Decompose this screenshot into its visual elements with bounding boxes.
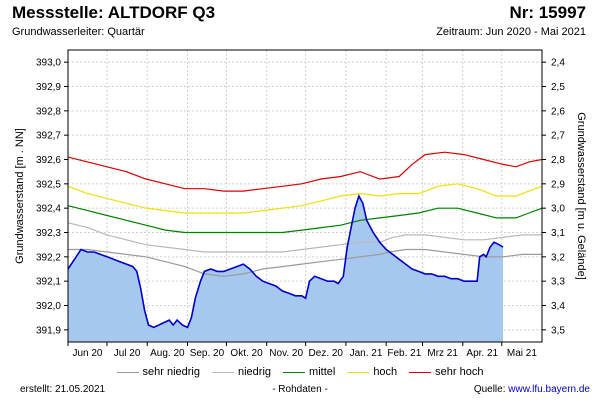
x-tick-label: Jun 20: [72, 348, 102, 359]
x-tick-label: Apr. 21: [466, 348, 498, 359]
series-line-sehr-hoch: [67, 151, 543, 192]
y-tick-label: 392,2: [36, 252, 61, 263]
y-tick-label: 393,0: [36, 58, 61, 69]
legend-swatch: [347, 371, 370, 373]
created-date: 21.05.2021: [55, 384, 106, 395]
legend-item-hoch: hoch: [347, 366, 397, 378]
station-title: Messstelle: ALTDORF Q3: [12, 3, 216, 22]
y-right-tick-label: 2,5: [551, 82, 565, 93]
y-axis-left: 393,0 392,9 392,8 392,7 392,6 392,5 392,4 392,3…: [36, 58, 68, 336]
legend-label: sehr niedrig: [142, 366, 200, 379]
station-number: Nr: 15997: [509, 3, 586, 22]
y-right-tick-label: 2,6: [551, 106, 565, 117]
x-tick-label: Sep. 20: [190, 348, 225, 359]
series-lines: [67, 151, 543, 329]
y-right-tick-label: 2,4: [551, 58, 565, 69]
legend-label: mittel: [309, 366, 336, 379]
y-tick-label: 391,9: [36, 325, 61, 336]
y-axis-left-title: Grundwasserstand [m . NN]: [14, 128, 26, 264]
legend-label: niedrig: [238, 366, 272, 379]
x-tick-label: Nov. 20: [269, 348, 303, 359]
x-tick-label: Feb. 21: [387, 348, 421, 359]
y-right-tick-label: 3,2: [551, 252, 565, 263]
created-label: erstellt:: [20, 384, 53, 395]
period-label: Zeitraum: Jun 2020 - Mai 2021: [436, 26, 586, 38]
x-axis: Jun 20 Jul 20 Aug. 20 Sep. 20 Okt. 20 Nov. 20…: [67, 342, 537, 359]
x-tick-label: Mai 21: [507, 348, 537, 359]
legend-swatch: [116, 371, 139, 373]
legend-swatch: [409, 371, 432, 373]
plot-frame: [67, 49, 543, 343]
x-tick-label: Mrz 21: [427, 348, 458, 359]
y-right-tick-label: 3,3: [551, 277, 565, 288]
aquifer-subtitle: Grundwasserleiter: Quartär: [12, 26, 145, 38]
y-tick-label: 392,5: [36, 179, 61, 190]
y-right-tick-label: 3,4: [551, 301, 565, 312]
legend-item-mittel: mittel: [283, 366, 335, 378]
legend-label: sehr hoch: [435, 366, 484, 379]
y-axis-right-title: Grundwasserstand [m u. Gelände]: [575, 112, 587, 280]
x-tick-label: Jul 20: [114, 348, 141, 359]
x-tick-label: Dez. 20: [309, 348, 344, 359]
measured-area: [68, 196, 503, 342]
y-tick-label: 392,7: [36, 131, 61, 142]
y-tick-label: 392,0: [36, 301, 61, 312]
series-line-hoch: [67, 183, 543, 214]
source-info: Quelle: www.lfu.bayern.de: [474, 384, 590, 395]
legend: sehr niedrig niedrig mittel hoch sehr hoch: [0, 366, 600, 378]
y-right-tick-label: 2,8: [551, 155, 565, 166]
legend-swatch: [212, 371, 234, 373]
legend-item-sehr-niedrig: sehr niedrig: [116, 366, 200, 379]
y-right-tick-label: 2,7: [551, 131, 565, 142]
y-tick-label: 392,9: [36, 82, 61, 93]
x-tick-label: Okt. 20: [230, 348, 263, 359]
legend-item-niedrig: niedrig: [212, 366, 271, 378]
source-link[interactable]: www.lfu.bayern.de: [508, 384, 590, 395]
raw-data-note: - Rohdaten -: [272, 384, 328, 395]
x-tick-label: Jan. 21: [350, 348, 383, 359]
legend-label: hoch: [373, 366, 398, 379]
y-right-tick-label: 2,9: [551, 179, 565, 190]
y-tick-label: 392,4: [36, 204, 61, 215]
created-info: erstellt: 21.05.2021: [20, 384, 105, 395]
y-right-tick-label: 3,0: [551, 204, 565, 215]
legend-item-sehr-hoch: sehr hoch: [409, 366, 483, 378]
legend-swatch: [283, 371, 306, 373]
series-line-niedrig: [67, 222, 542, 253]
y-axis-right: 2,4 2,5 2,6 2,7 2,8 2,9 3,0 3,1 3,2 3,3 3,4 3,5: [542, 58, 565, 336]
y-tick-label: 392,1: [36, 277, 61, 288]
series-line-mittel: [67, 205, 543, 234]
x-tick-label: Aug. 20: [150, 348, 185, 359]
y-tick-label: 392,8: [36, 106, 61, 117]
y-tick-label: 392,6: [36, 155, 61, 166]
y-right-tick-label: 3,1: [551, 228, 565, 239]
series-line-sehr-niedrig: [68, 248, 542, 277]
source-label: Quelle:: [473, 384, 506, 395]
y-tick-label: 392,3: [36, 228, 61, 239]
series-line-measured: [67, 193, 504, 329]
y-right-tick-label: 3,5: [551, 325, 565, 336]
